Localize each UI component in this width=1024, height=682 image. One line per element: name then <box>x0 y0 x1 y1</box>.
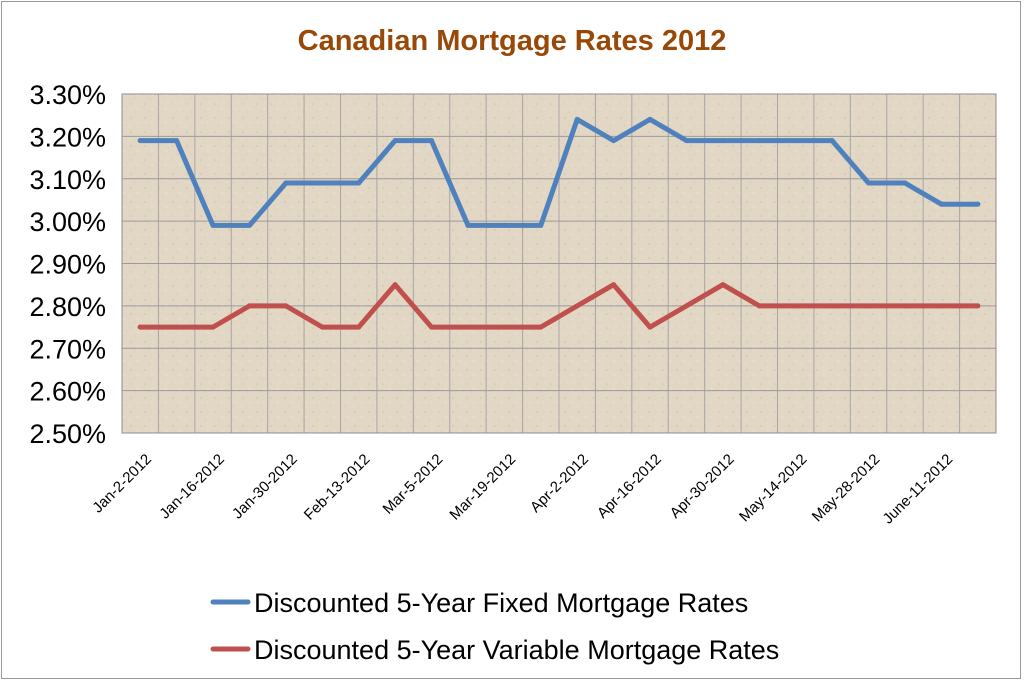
y-tick-label: 2.70% <box>29 334 106 364</box>
x-tick-label: Jan-30-2012 <box>229 451 301 523</box>
y-tick-label: 3.00% <box>29 207 106 237</box>
data-point <box>611 138 617 144</box>
data-point <box>938 201 944 207</box>
y-tick-label: 2.60% <box>29 377 106 407</box>
data-point <box>611 282 617 288</box>
x-tick-label: Jan-16-2012 <box>156 451 228 523</box>
data-point <box>356 324 362 330</box>
data-point <box>829 138 835 144</box>
y-tick-label: 2.50% <box>29 419 106 449</box>
data-point <box>246 222 252 228</box>
x-tick-label: Apr-30-2012 <box>667 451 738 522</box>
x-tick-label: Apr-16-2012 <box>594 451 665 522</box>
data-point <box>829 303 835 309</box>
data-point <box>137 324 143 330</box>
x-tick-label: Jan-2-2012 <box>89 451 155 517</box>
data-point <box>465 324 471 330</box>
data-point <box>975 303 981 309</box>
variable-rate-series-line <box>137 282 981 330</box>
data-point <box>137 138 143 144</box>
y-axis: 2.50% 2.60% 2.70% 2.80% 2.90% 3.00% 3.10% 3.20%… <box>29 80 106 449</box>
data-point <box>319 180 325 186</box>
plot-border <box>121 93 997 434</box>
data-point <box>501 222 507 228</box>
series-lines <box>137 116 981 330</box>
y-tick-label: 2.80% <box>29 292 106 322</box>
plot-area <box>121 93 997 434</box>
x-axis: Jan-2-2012 Jan-16-2012 Jan-30-2012 Feb-13-2… <box>89 451 956 528</box>
data-point <box>392 282 398 288</box>
data-point <box>574 303 580 309</box>
legend-label: Discounted 5-Year Variable Mortgage Rate… <box>254 635 779 665</box>
data-point <box>647 116 653 122</box>
legend: Discounted 5-Year Fixed Mortgage Rates Di… <box>210 588 779 665</box>
y-tick-label: 3.20% <box>29 122 106 152</box>
legend-label: Discounted 5-Year Fixed Mortgage Rates <box>254 588 748 618</box>
data-point <box>938 303 944 309</box>
data-point <box>574 116 580 122</box>
data-point <box>429 138 435 144</box>
data-point <box>210 222 216 228</box>
data-point <box>866 180 872 186</box>
fixed-rate-series-line <box>137 116 981 228</box>
data-point <box>683 138 689 144</box>
data-point <box>720 138 726 144</box>
data-point <box>246 303 252 309</box>
data-point <box>902 180 908 186</box>
data-point <box>866 303 872 309</box>
data-point <box>756 303 762 309</box>
x-tick-label: May-28-2012 <box>809 451 884 526</box>
x-tick-label: Mar-5-2012 <box>380 451 447 518</box>
data-point <box>683 303 689 309</box>
data-point <box>465 222 471 228</box>
data-point <box>429 324 435 330</box>
y-tick-label: 3.10% <box>29 165 106 195</box>
data-point <box>793 138 799 144</box>
data-point <box>538 324 544 330</box>
x-tick-label: Mar-19-2012 <box>446 451 519 524</box>
data-point <box>538 222 544 228</box>
data-point <box>902 303 908 309</box>
data-point <box>283 180 289 186</box>
data-point <box>210 324 216 330</box>
x-tick-label: May-14-2012 <box>736 451 811 526</box>
chart-title: Canadian Mortgage Rates 2012 <box>298 25 727 57</box>
x-tick-label: Apr-2-2012 <box>527 451 592 516</box>
data-point <box>174 138 180 144</box>
data-point <box>756 138 762 144</box>
y-tick-label: 3.30% <box>29 80 106 110</box>
data-point <box>174 324 180 330</box>
data-point <box>356 180 362 186</box>
data-point <box>793 303 799 309</box>
x-tick-label: Feb-13-2012 <box>301 451 374 524</box>
data-point <box>501 324 507 330</box>
data-point <box>975 201 981 207</box>
data-point <box>319 324 325 330</box>
data-point <box>720 282 726 288</box>
x-tick-label: June-11-2012 <box>880 451 957 528</box>
data-point <box>283 303 289 309</box>
data-point <box>647 324 653 330</box>
y-tick-label: 2.90% <box>29 250 106 280</box>
data-point <box>392 138 398 144</box>
